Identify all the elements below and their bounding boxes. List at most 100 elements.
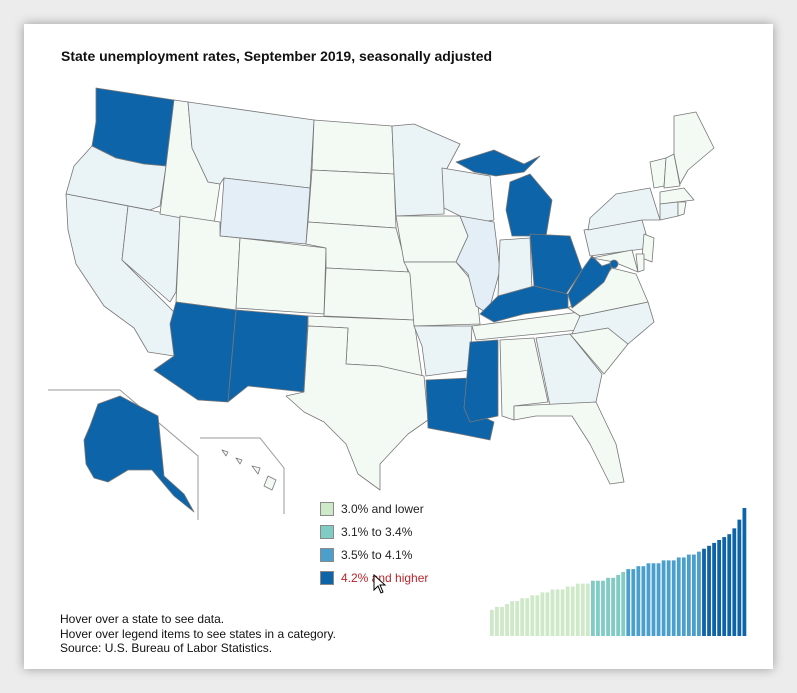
legend-label: 4.2% and higher xyxy=(341,570,429,585)
legend-swatch xyxy=(320,501,334,516)
state-alaska xyxy=(83,395,195,513)
rate-bar[interactable] xyxy=(565,586,570,636)
rate-bar[interactable] xyxy=(611,577,615,636)
state-texas xyxy=(285,325,429,491)
state-south-dakota xyxy=(307,169,397,229)
state-michigan-lower xyxy=(505,173,553,237)
rate-bar[interactable] xyxy=(555,589,560,636)
state-massachusetts xyxy=(659,187,695,205)
rate-bar[interactable] xyxy=(525,598,530,636)
state-illinois xyxy=(455,215,501,315)
legend-item-0[interactable]: 3.0% and lower xyxy=(320,497,428,520)
mouse-cursor-icon xyxy=(373,574,387,594)
rate-bar[interactable] xyxy=(490,609,494,636)
rank-bar-chart[interactable] xyxy=(490,508,747,636)
legend-label: 3.5% to 4.1% xyxy=(341,547,413,562)
rate-bar[interactable] xyxy=(671,560,676,636)
legend-label: 3.1% to 3.4% xyxy=(341,524,413,539)
rate-bar[interactable] xyxy=(621,572,626,636)
state-connecticut xyxy=(659,201,679,221)
state-maine xyxy=(673,111,715,185)
rate-bar[interactable] xyxy=(540,592,545,636)
rate-bar[interactable] xyxy=(500,606,504,636)
rate-bar[interactable] xyxy=(626,569,631,636)
us-map xyxy=(48,87,747,636)
legend-swatch xyxy=(320,547,334,562)
state-new-mexico xyxy=(227,309,309,403)
state-shapes[interactable] xyxy=(65,87,715,491)
state-colorado xyxy=(235,237,327,315)
state-montana xyxy=(187,101,315,189)
inset-alaska[interactable] xyxy=(48,389,199,520)
rate-bar[interactable] xyxy=(520,598,525,636)
rate-bar[interactable] xyxy=(550,589,555,636)
state-kentucky xyxy=(479,285,569,323)
source-note: Source: U.S. Bureau of Labor Statistics. xyxy=(60,641,273,655)
state-michigan-upper xyxy=(455,149,541,177)
rate-bar[interactable] xyxy=(606,577,610,636)
rate-bar[interactable] xyxy=(676,557,681,636)
rate-bar[interactable] xyxy=(570,586,575,636)
rate-bar[interactable] xyxy=(636,566,641,636)
rate-bar[interactable] xyxy=(495,606,499,636)
rate-bar[interactable] xyxy=(580,583,585,636)
rate-bar[interactable] xyxy=(737,519,742,636)
rate-bar[interactable] xyxy=(742,508,747,636)
state-new-hampshire xyxy=(663,153,681,189)
note-hover-legend: Hover over legend items to see states in… xyxy=(60,626,336,641)
state-new-jersey xyxy=(641,233,655,263)
state-north-dakota xyxy=(311,119,395,175)
rate-bar[interactable] xyxy=(530,595,535,636)
rate-bar[interactable] xyxy=(717,540,722,636)
rate-bar[interactable] xyxy=(515,601,520,636)
legend-label: 3.0% and lower xyxy=(341,501,424,516)
rate-bar[interactable] xyxy=(666,560,671,636)
rate-bar[interactable] xyxy=(727,534,732,636)
rate-bar[interactable] xyxy=(596,580,600,636)
state-arkansas xyxy=(413,325,473,377)
rate-bar[interactable] xyxy=(681,557,686,636)
rate-bar[interactable] xyxy=(686,554,691,636)
state-wyoming xyxy=(219,177,311,245)
rate-bar[interactable] xyxy=(560,589,565,636)
legend-item-3[interactable]: 4.2% and higher xyxy=(320,566,428,589)
rate-bar[interactable] xyxy=(616,574,621,636)
rate-bar[interactable] xyxy=(601,580,605,636)
legend-item-2[interactable]: 3.5% to 4.1% xyxy=(320,543,428,566)
state-dc xyxy=(609,259,619,269)
state-oregon xyxy=(65,145,167,211)
legend-item-1[interactable]: 3.1% to 3.4% xyxy=(320,520,428,543)
rate-bar[interactable] xyxy=(697,551,701,636)
rate-bar[interactable] xyxy=(505,604,509,636)
legend-swatch xyxy=(320,524,334,539)
rate-bar[interactable] xyxy=(545,592,550,636)
rate-bar[interactable] xyxy=(732,528,737,636)
rate-bar[interactable] xyxy=(510,601,514,636)
rate-bar[interactable] xyxy=(641,566,646,636)
state-rhode-island xyxy=(677,201,687,217)
rate-bar[interactable] xyxy=(692,554,696,636)
rate-bar[interactable] xyxy=(585,583,590,636)
rate-bar[interactable] xyxy=(702,548,706,636)
rate-bar[interactable] xyxy=(631,569,636,636)
state-delaware xyxy=(635,253,645,273)
rate-bar[interactable] xyxy=(591,580,595,636)
rate-bar[interactable] xyxy=(656,563,661,636)
rate-bar[interactable] xyxy=(661,560,666,636)
legend: 3.0% and lower 3.1% to 3.4% 3.5% to 4.1%… xyxy=(320,497,428,589)
rate-bar[interactable] xyxy=(651,563,656,636)
rate-bar[interactable] xyxy=(707,545,711,636)
rate-bar[interactable] xyxy=(712,542,716,636)
state-ohio xyxy=(529,233,583,295)
inset-hawaii[interactable] xyxy=(200,437,285,514)
rate-bar[interactable] xyxy=(646,563,651,636)
rate-bar[interactable] xyxy=(722,537,727,636)
state-mississippi xyxy=(463,339,499,423)
rate-bar[interactable] xyxy=(575,583,580,636)
state-hawaii xyxy=(221,449,277,491)
state-florida xyxy=(513,401,625,485)
rate-bar[interactable] xyxy=(535,595,540,636)
note-hover-state: Hover over a state to see data. xyxy=(60,612,225,626)
chart-title: State unemployment rates, September 2019… xyxy=(61,48,493,64)
state-new-york xyxy=(587,187,661,231)
